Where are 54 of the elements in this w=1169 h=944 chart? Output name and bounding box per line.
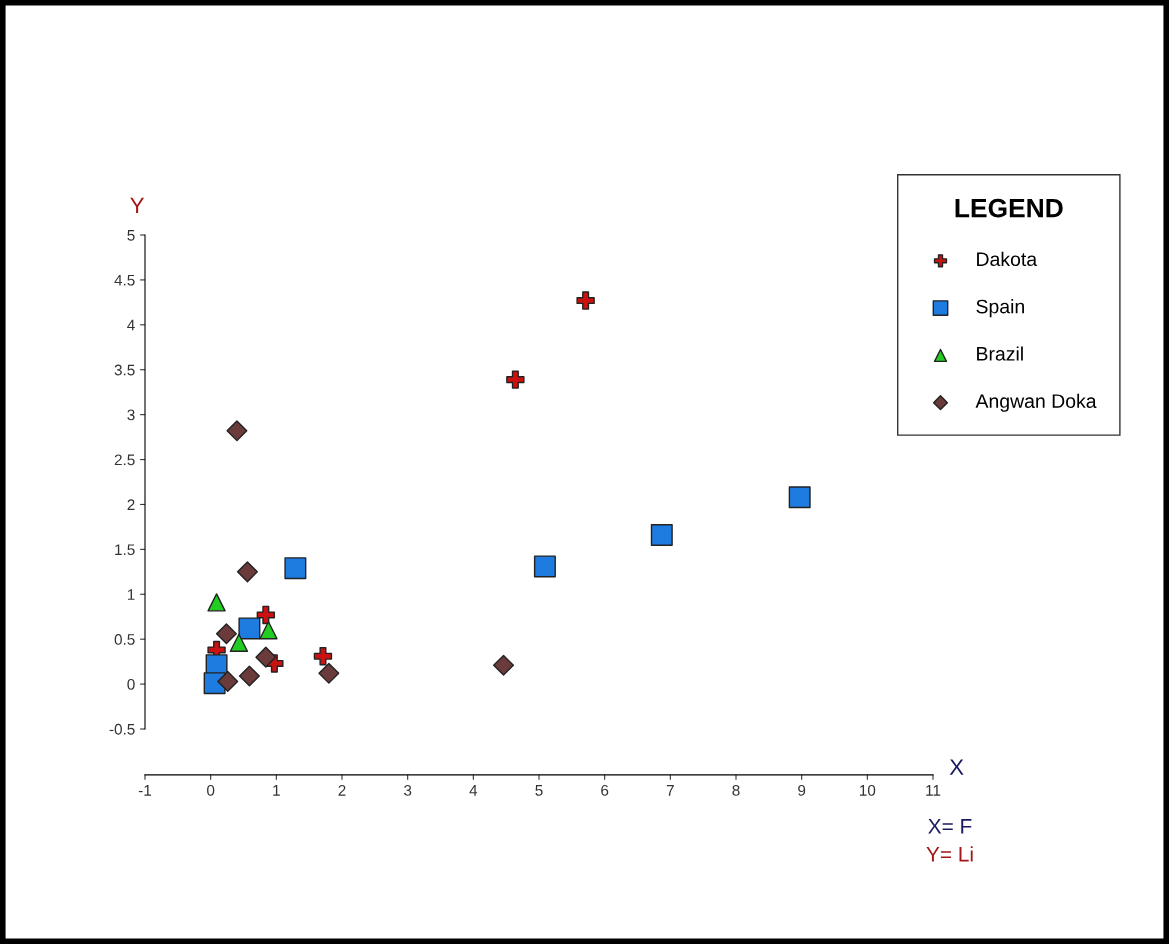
point — [207, 593, 226, 612]
legend-label: Angwan Doka — [975, 393, 1097, 412]
x-axis-title: X — [949, 759, 964, 775]
point — [215, 623, 237, 645]
point — [313, 647, 333, 666]
x-tick-label: 0 — [207, 784, 215, 796]
x-tick-label: 9 — [798, 784, 806, 796]
x-tick-label: 8 — [732, 784, 740, 796]
point — [259, 620, 278, 640]
x-tick-label: 5 — [535, 785, 543, 796]
point — [255, 646, 277, 668]
x-tick-label: 3 — [404, 784, 412, 796]
y-tick-label: 2.5 — [114, 454, 135, 466]
y-tick-label: 0.5 — [114, 634, 135, 645]
legend-label: Dakota — [977, 251, 1038, 267]
x-tick-label: 10 — [860, 784, 876, 796]
y-axis-title: Y — [130, 197, 145, 214]
point — [576, 291, 595, 310]
point — [493, 654, 515, 676]
x-tick-label: 4 — [469, 785, 478, 796]
y-tick-label: 5 — [127, 230, 135, 241]
y-tick-label: 2 — [127, 499, 135, 510]
x-tick-label: 2 — [338, 784, 346, 796]
y-tick-label: 4 — [127, 319, 135, 331]
point — [650, 523, 673, 546]
legend-label: Brazil — [977, 346, 1023, 361]
legend-title: LEGEND — [955, 198, 1063, 218]
x-tick-label: 1 — [273, 785, 280, 796]
point — [236, 561, 258, 583]
legend-label: Spain — [976, 299, 1024, 318]
x-tick-label: 6 — [601, 784, 609, 796]
text: X= F — [928, 819, 972, 834]
x-tick-label: -1 — [138, 785, 152, 796]
point — [284, 557, 307, 580]
point — [238, 665, 260, 687]
point — [226, 420, 248, 442]
point — [506, 370, 525, 389]
text: Y= Li — [926, 846, 973, 862]
x-tick-label: 11 — [926, 785, 941, 796]
point — [217, 670, 239, 692]
y-tick-label: 0 — [127, 678, 135, 690]
y-tick-label: 4.5 — [114, 274, 135, 286]
point — [256, 605, 276, 625]
y-tick-label: 3.5 — [114, 364, 135, 376]
point — [788, 486, 811, 509]
x-tick-label: 7 — [666, 785, 674, 796]
y-tick-label: 1 — [127, 589, 135, 600]
point — [238, 617, 261, 640]
point — [318, 662, 340, 684]
point — [229, 633, 249, 652]
point — [533, 555, 556, 578]
y-tick-label: 1.5 — [115, 544, 135, 556]
y-tick-label: -0.5 — [109, 723, 135, 735]
y-tick-label: 3 — [127, 409, 135, 421]
